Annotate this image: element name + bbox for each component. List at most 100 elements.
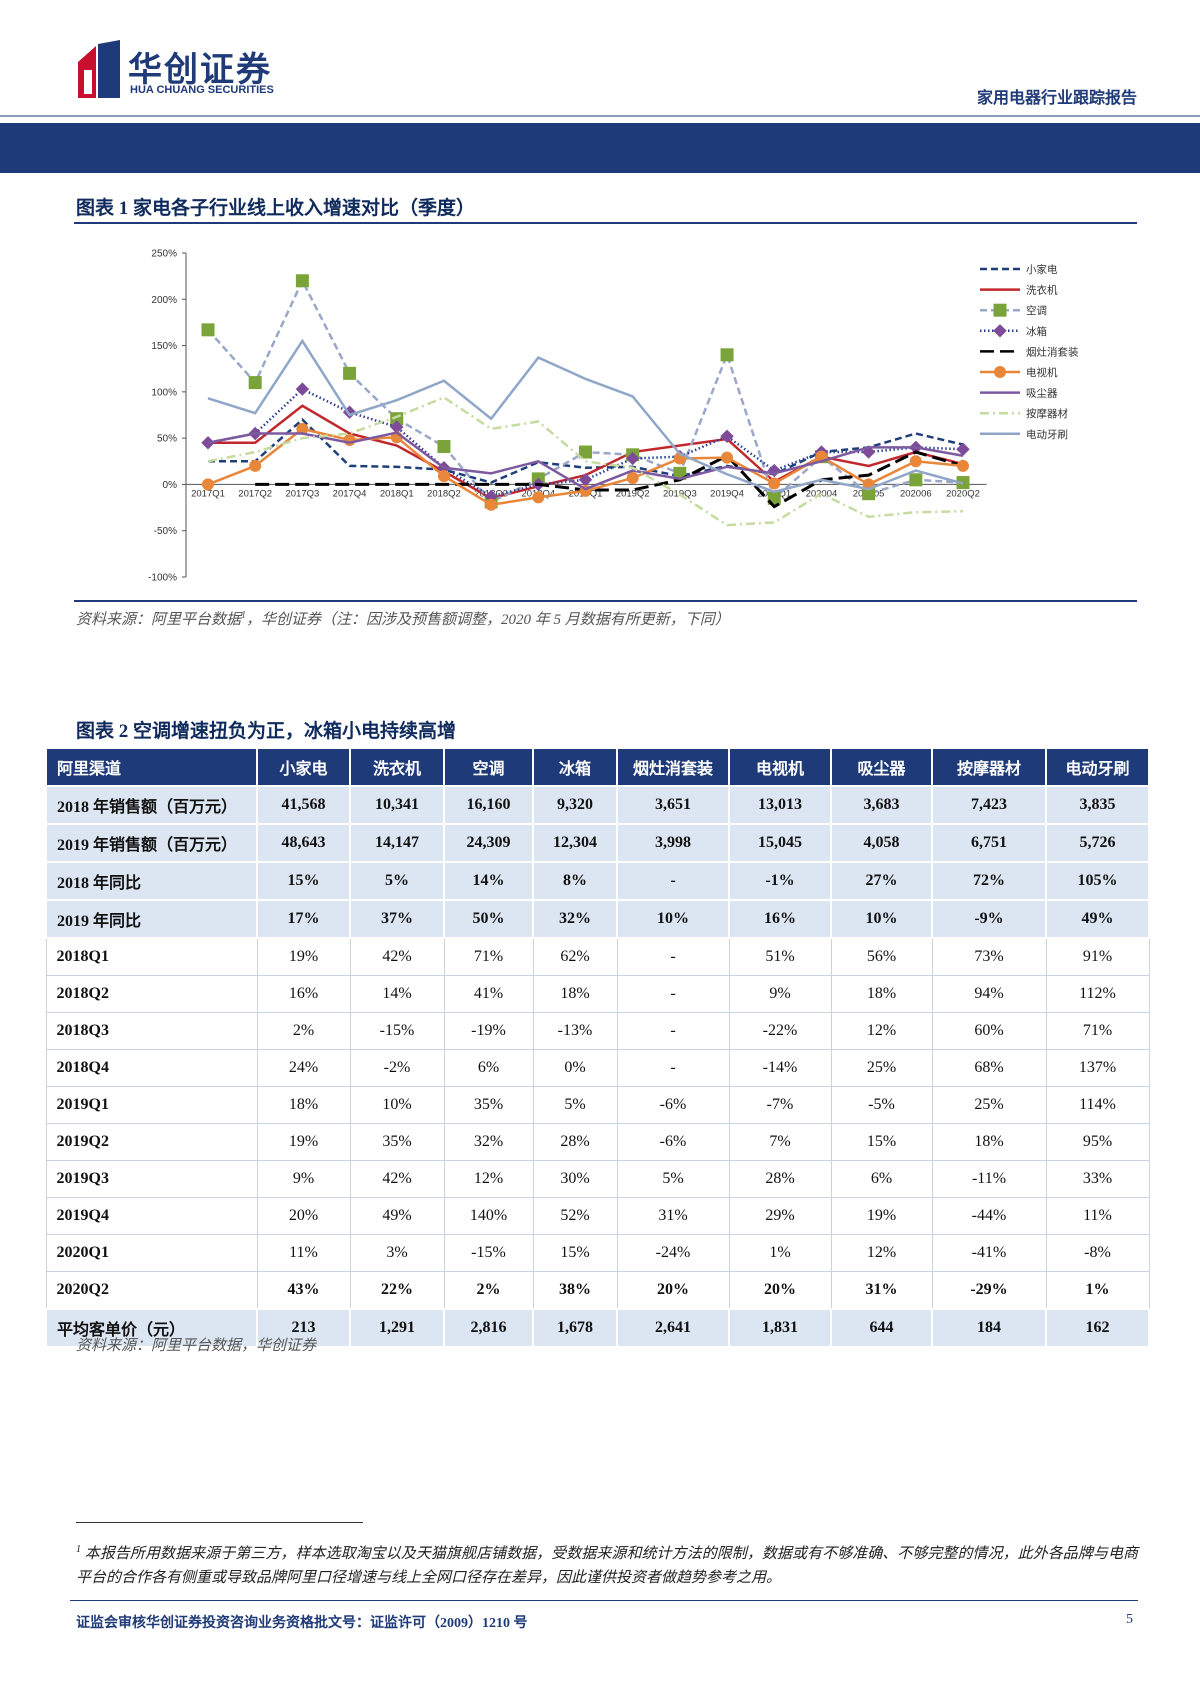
series-marker: [720, 348, 734, 362]
table-cell: 2019 年同比: [45, 899, 258, 939]
y-tick-label: 250%: [151, 249, 177, 260]
table-cell: 31%: [616, 1197, 730, 1235]
table-cell: 7,423: [931, 785, 1047, 825]
table-cell: 112%: [1045, 975, 1150, 1013]
y-tick-label: 100%: [151, 387, 177, 398]
table-cell: 24,309: [443, 823, 534, 863]
series-marker: [720, 429, 734, 443]
chart: -100% -50% 0% 50% 100% 150% 200% 250% 2017Q1 2017…: [148, 249, 1079, 584]
header-band: [0, 123, 1200, 173]
series-marker: [295, 274, 309, 288]
series-marker: [579, 445, 592, 459]
footnote-rule: [76, 1522, 363, 1523]
table-row: 2018Q4 24% -2% 6% 0% - -14% 25% 68% 137%: [45, 1049, 1150, 1087]
table-cell: -15%: [443, 1234, 534, 1272]
series-marker: [485, 498, 498, 511]
table-cell: 12%: [443, 1160, 534, 1198]
table-cell: 2018 年同比: [45, 861, 258, 901]
table-cell: 72%: [931, 861, 1047, 901]
logo-mark: [84, 70, 92, 94]
x-tick-label: 2017Q2: [238, 488, 272, 499]
header-cell: 洗衣机: [349, 747, 445, 787]
table-cell: 4,058: [830, 823, 933, 863]
series-marker: [956, 442, 970, 456]
legend-label: 洗衣机: [1026, 284, 1058, 297]
table-cell: -8%: [1045, 1234, 1150, 1272]
table-cell: 2019Q2: [45, 1123, 258, 1161]
table-cell: 2020Q1: [45, 1234, 258, 1272]
table-cell: 94%: [931, 975, 1047, 1013]
table-cell: 22%: [349, 1271, 445, 1310]
table-cell: 27%: [830, 861, 933, 901]
series-marker: [909, 473, 923, 487]
logo-mark: [98, 40, 120, 98]
table-cell: 60%: [931, 1012, 1047, 1050]
series-line: [255, 450, 964, 509]
table-source: 资料来源：阿里平台数据，华创证券: [76, 1338, 317, 1354]
table-cell: 1,831: [728, 1308, 832, 1348]
table-row: 2018Q2 16% 14% 41% 18% -9% 18% 94% 112%: [45, 975, 1150, 1013]
table-cell: 12%: [830, 1012, 933, 1050]
table-cell: 95%: [1045, 1123, 1150, 1161]
table-cell: 12,304: [532, 823, 618, 863]
header-cell: 电动牙刷: [1045, 747, 1150, 787]
y-tick-label: -50%: [154, 526, 177, 537]
table-cell: 32%: [532, 899, 618, 939]
table-cell: 18%: [830, 975, 933, 1013]
source-text: 资料来源：阿里平台数据: [76, 612, 242, 628]
series-marker: [202, 478, 214, 491]
y-tick-label: 50%: [157, 434, 177, 445]
table-cell: 19%: [256, 937, 351, 976]
table-cell: -14%: [728, 1049, 832, 1087]
table-cell: 33%: [1045, 1160, 1150, 1198]
table-cell: 15,045: [728, 823, 832, 863]
series-marker: [437, 439, 451, 453]
y-tick-label: 0%: [163, 480, 178, 491]
x-tick-label: 2019Q4: [710, 488, 744, 499]
table-cell: 140%: [443, 1197, 534, 1235]
header-cell: 冰箱: [532, 747, 618, 787]
series-marker: [343, 366, 357, 380]
series-marker: [909, 455, 922, 468]
header-cell: 吸尘器: [830, 747, 933, 787]
table-cell: 48,643: [256, 823, 351, 863]
table-cell: 6,751: [931, 823, 1047, 863]
y-tick-label: -100%: [148, 573, 177, 584]
table-cell: -2%: [349, 1049, 445, 1087]
data-table: 阿里渠道 小家电 洗衣机 空调 冰箱 烟灶消套装 电视机 吸尘器 按摩器材 电动牙刷 2018 年…: [45, 747, 1150, 1348]
table-cell: 20%: [256, 1197, 351, 1235]
table-cell: 2019Q1: [45, 1086, 258, 1124]
table-cell: 52%: [532, 1197, 618, 1235]
table-cell: 6%: [443, 1049, 534, 1087]
legend-label: 吸尘器: [1026, 388, 1058, 400]
table-cell: 91%: [1045, 937, 1150, 976]
table-cell: 35%: [349, 1123, 445, 1161]
table-cell: 3,998: [616, 823, 730, 863]
legend-label: 小家电: [1026, 263, 1058, 276]
table-row: 2018 年同比 15% 5% 14% 8% - -1% 27% 72% 105%: [45, 861, 1150, 901]
table-cell: 42%: [349, 937, 445, 976]
legend-label: 电动牙刷: [1026, 428, 1068, 441]
x-tick-label: 2019Q2: [616, 488, 650, 499]
table-cell: 62%: [532, 937, 618, 976]
table-cell: -: [616, 1012, 730, 1050]
table-cell: 16%: [256, 975, 351, 1013]
table-cell: 8%: [532, 861, 618, 901]
table-cell: 162: [1045, 1308, 1150, 1348]
x-tick-label: 2017Q3: [285, 488, 319, 499]
table-cell: 18%: [532, 975, 618, 1013]
table-cell: 68%: [931, 1049, 1047, 1087]
table-cell: 51%: [728, 937, 832, 976]
table-cell: -6%: [616, 1086, 730, 1124]
table-cell: 2019Q3: [45, 1160, 258, 1198]
header-cell: 烟灶消套装: [616, 747, 730, 787]
table-cell: 15%: [532, 1234, 618, 1272]
table-cell: 41%: [443, 975, 534, 1013]
table-cell: 28%: [532, 1123, 618, 1161]
figure-rule: [74, 600, 1137, 602]
table-cell: 9%: [256, 1160, 351, 1198]
table-row: 2018Q1 19% 42% 71% 62% -51% 56% 73% 91%: [45, 937, 1150, 976]
table-cell: 137%: [1045, 1049, 1150, 1087]
table-cell: 10%: [349, 1086, 445, 1124]
series-marker: [201, 323, 215, 337]
